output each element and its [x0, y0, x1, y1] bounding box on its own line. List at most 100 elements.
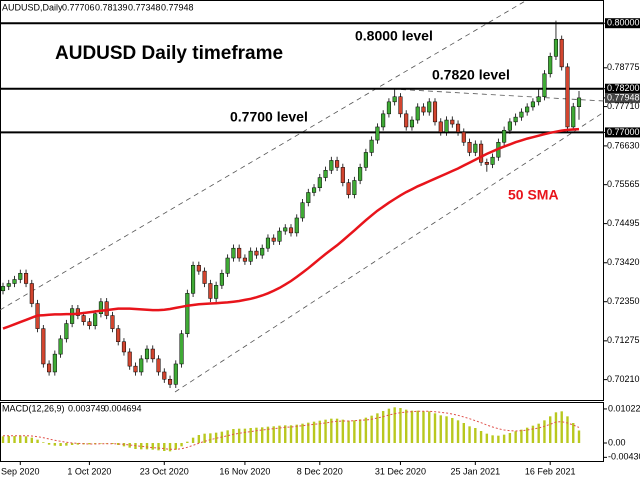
macd-bar	[174, 443, 177, 450]
macd-bar	[537, 423, 540, 443]
candle-body	[173, 363, 178, 385]
macd-bar	[186, 441, 189, 443]
y-tick-label: 0.77710	[607, 101, 640, 111]
candle-body	[386, 101, 391, 115]
macd-bar	[145, 443, 149, 450]
candle-body	[260, 247, 265, 256]
level-label: 0.7820 level	[432, 67, 510, 83]
macd-bar	[451, 418, 454, 443]
candle-body	[409, 119, 415, 128]
macd-bar	[554, 412, 558, 443]
macd-bar	[99, 443, 103, 444]
macd-bar	[53, 443, 57, 446]
macd-bar	[284, 425, 287, 443]
candle-body	[329, 160, 334, 171]
macd-bar	[543, 420, 546, 443]
macd-bar	[237, 428, 241, 443]
macd-bar	[330, 418, 333, 443]
candle-body	[455, 123, 461, 133]
macd-bar	[549, 416, 552, 443]
macd-bar	[65, 443, 68, 446]
macd-bar	[307, 422, 310, 443]
macd-bar	[226, 430, 229, 443]
macd-bar	[525, 427, 529, 443]
candle-body	[461, 131, 466, 143]
candle-body	[87, 321, 92, 326]
candle-body	[162, 371, 167, 380]
x-tick-label: 25 Jan 2021	[451, 466, 501, 476]
x-tick-label: 1 Oct 2020	[67, 466, 111, 476]
macd-panel	[0, 402, 604, 462]
macd-bar	[24, 436, 28, 443]
channel-lower	[174, 111, 605, 393]
macd-bar	[255, 427, 258, 443]
symbol: AUDUSD,Daily	[2, 2, 63, 12]
candle-body	[150, 348, 155, 360]
open: 0.77706	[62, 2, 95, 12]
candle-body	[58, 338, 63, 355]
macd-bar	[560, 411, 563, 443]
candle-body	[398, 96, 403, 115]
candle-body	[513, 116, 518, 123]
candle-body	[467, 141, 472, 153]
macd-y-tick-label: 0.01022	[608, 403, 640, 413]
candle-body	[93, 313, 98, 326]
candle-body	[536, 96, 541, 103]
candle-body	[104, 301, 109, 316]
macd-bar	[243, 428, 247, 443]
candle-body	[404, 113, 409, 128]
candle-body	[444, 119, 449, 133]
macd-bar	[491, 435, 494, 443]
candle-body	[139, 358, 144, 373]
macd-y-tick-label: 0.00	[608, 437, 626, 447]
high: 0.78139	[95, 2, 128, 12]
candle-body	[317, 177, 322, 189]
macd-bar	[479, 431, 483, 443]
macd-bar	[416, 410, 419, 443]
chart-title: AUDUSD Daily timeframe	[55, 43, 283, 64]
macd-bar	[7, 436, 10, 443]
macd-bar	[474, 428, 477, 443]
candle-body	[358, 167, 363, 181]
macd-bar	[364, 417, 368, 443]
x-tick-label: 8 Dec 2020	[297, 466, 343, 476]
y-tick-label: 0.72350	[607, 296, 640, 306]
macd-bar	[376, 413, 379, 443]
candle-body	[196, 265, 201, 272]
candle-body	[507, 121, 512, 131]
candle-body	[542, 73, 547, 97]
macd-bar	[1, 436, 5, 443]
macd-bar	[163, 443, 166, 451]
macd-bar	[151, 443, 154, 450]
candle-body	[248, 250, 253, 262]
macd-bar	[399, 408, 402, 443]
candle-body	[432, 101, 438, 123]
macd-bar	[203, 433, 206, 443]
candle-body	[242, 257, 247, 262]
y-tick-label: 0.78775	[607, 62, 640, 72]
candle-body	[64, 323, 69, 340]
candle-body	[98, 301, 103, 314]
macd-bar	[266, 426, 270, 443]
macd-bar	[520, 429, 523, 443]
macd-bar	[47, 443, 51, 445]
macd-bar	[502, 434, 506, 443]
candle-body	[346, 182, 351, 195]
candle-body	[225, 257, 230, 274]
candle-body	[144, 348, 150, 360]
macd-value: 0.003749	[68, 403, 106, 413]
candle-body	[502, 129, 507, 143]
macd-bar	[70, 443, 74, 445]
macd-bar	[13, 436, 16, 443]
level-label: 0.8000 level	[355, 28, 433, 44]
close: 0.77948	[161, 2, 194, 12]
candle-body	[479, 143, 484, 163]
candle-body	[530, 101, 535, 108]
candle-body	[277, 230, 282, 242]
level-label: 0.7700 level	[230, 109, 308, 125]
macd-bar	[93, 443, 97, 444]
macd-bar	[272, 426, 275, 443]
candle-body	[565, 66, 570, 128]
